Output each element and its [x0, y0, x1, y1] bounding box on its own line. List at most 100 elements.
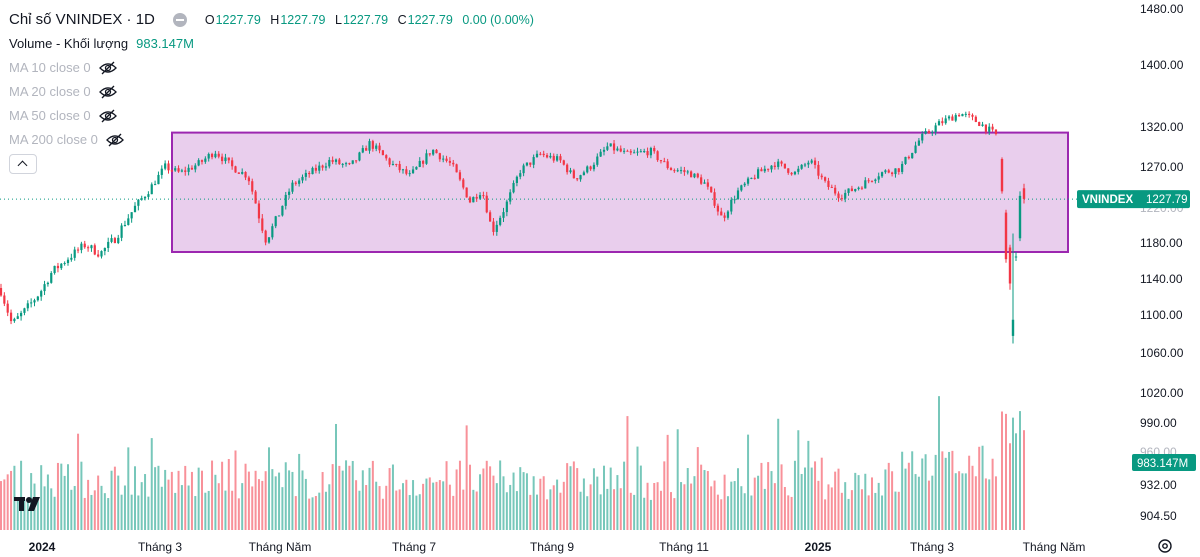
volume-bar — [994, 476, 997, 530]
candle-body — [90, 245, 93, 249]
candle-body — [197, 160, 200, 166]
volume-bar — [348, 465, 351, 530]
candle-body — [442, 158, 445, 160]
volume-bar — [217, 483, 220, 530]
volume-bar — [351, 460, 354, 530]
volume-bar — [958, 471, 961, 530]
tradingview-logo-icon[interactable] — [14, 492, 44, 514]
candle-body — [958, 115, 961, 117]
candle-body — [683, 170, 686, 173]
volume-label[interactable]: Volume - Khối lượng — [9, 36, 129, 51]
volume-bar — [53, 496, 56, 530]
candle-body — [435, 149, 438, 154]
candle-body — [730, 199, 733, 212]
volume-bar — [73, 485, 76, 530]
volume-bar — [512, 472, 515, 530]
volume-bar — [147, 496, 150, 530]
symbol-title[interactable]: Chỉ số VNINDEX · 1D — [9, 11, 155, 28]
volume-bar — [860, 489, 863, 530]
candle-body — [944, 118, 947, 124]
volume-bar — [596, 476, 599, 530]
candle-body — [432, 149, 435, 155]
candle-body — [458, 172, 462, 180]
volume-bar — [278, 472, 281, 530]
eye-crossed-icon[interactable] — [105, 133, 124, 147]
candle-body — [378, 145, 381, 151]
candle-body — [810, 160, 813, 163]
eye-crossed-icon[interactable] — [98, 61, 117, 75]
candle-body — [837, 193, 840, 199]
volume-bar — [633, 494, 636, 530]
volume-bar — [680, 482, 683, 530]
candle-body — [66, 259, 70, 263]
volume-bar — [874, 492, 877, 530]
volume-bar — [107, 498, 110, 530]
remove-circle-icon[interactable] — [172, 13, 187, 27]
volume-bar — [810, 467, 813, 530]
volume-bar — [127, 447, 130, 530]
candle-body — [780, 161, 783, 164]
candle-body — [820, 175, 823, 178]
candle-body — [519, 173, 522, 177]
volume-bar — [740, 486, 743, 530]
volume-bar — [492, 475, 495, 530]
candle-body — [194, 165, 197, 170]
volume-bar — [783, 487, 786, 530]
candle-body — [602, 149, 606, 152]
volume-bar — [743, 493, 746, 530]
eye-crossed-icon[interactable] — [98, 85, 117, 99]
volume-bar — [582, 478, 585, 530]
candle-body — [274, 216, 277, 227]
volume-bar — [281, 487, 284, 530]
volume-bar — [482, 468, 485, 530]
volume-bar — [140, 482, 143, 530]
volume-bar — [371, 460, 374, 530]
candle-body — [277, 215, 281, 217]
candle-body — [669, 168, 673, 171]
volume-bar — [847, 498, 850, 530]
candle-body — [860, 187, 864, 189]
candle-body — [304, 172, 307, 177]
candle-body — [455, 164, 458, 173]
volume-bar — [971, 465, 974, 530]
volume-bar — [479, 474, 482, 530]
volume-bar — [844, 482, 847, 530]
ma-10-row[interactable]: MA 10 close 0 — [9, 56, 540, 80]
volume-bar — [261, 480, 264, 530]
ma-20-row[interactable]: MA 20 close 0 — [9, 80, 540, 104]
candle-body — [438, 153, 441, 160]
candle-body — [505, 201, 508, 213]
volume-bar — [616, 475, 619, 530]
volume-bar — [733, 481, 736, 530]
candle-body — [415, 166, 418, 170]
ma-200-row[interactable]: MA 200 close 0 — [9, 128, 540, 152]
candle-body — [700, 177, 703, 184]
volume-bar — [730, 481, 733, 530]
volume-bar — [23, 499, 26, 530]
volume-bar — [318, 492, 321, 530]
collapse-legend-button[interactable] — [9, 154, 37, 174]
candle-body — [60, 263, 63, 269]
candle-body — [3, 295, 6, 304]
volume-bar — [338, 465, 341, 530]
volume-bar — [412, 480, 415, 530]
eye-crossed-icon[interactable] — [98, 109, 117, 123]
candle-body — [964, 113, 967, 115]
volume-bar — [345, 460, 348, 530]
volume-bar — [227, 458, 230, 530]
volume-bar — [1012, 417, 1014, 530]
candle-body — [221, 156, 224, 162]
settings-gear-icon[interactable] — [1157, 538, 1173, 554]
volume-bar — [77, 433, 80, 530]
candle-body — [773, 165, 776, 167]
volume-bar — [871, 477, 873, 530]
candle-body — [231, 160, 234, 167]
volume-bar — [1005, 413, 1007, 530]
candle-body — [472, 196, 475, 203]
candle-body — [502, 212, 505, 218]
ma-50-row[interactable]: MA 50 close 0 — [9, 104, 540, 128]
volume-bar — [924, 454, 927, 530]
volume-bar — [643, 497, 646, 530]
volume-bar — [626, 416, 629, 530]
